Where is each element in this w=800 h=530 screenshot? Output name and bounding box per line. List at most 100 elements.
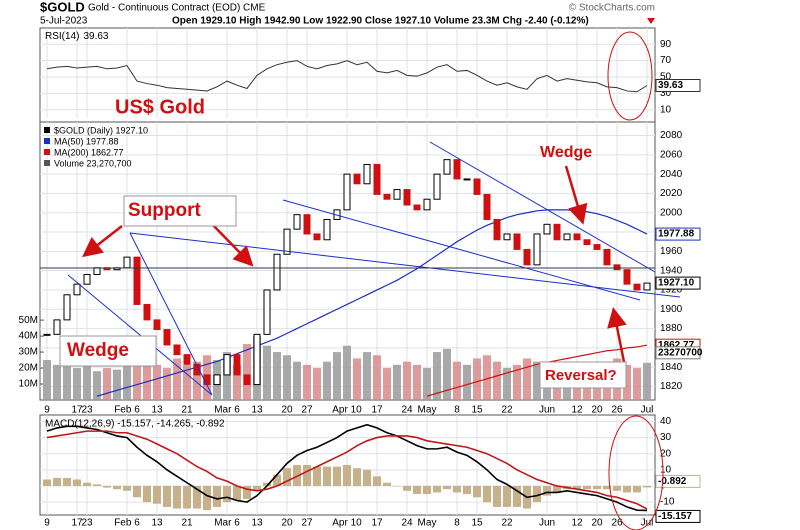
volume-bar	[73, 368, 81, 400]
candle	[43, 333, 51, 336]
y-tick-label: 1960	[660, 246, 683, 257]
wedge-line	[282, 199, 641, 301]
histogram-bar	[643, 485, 651, 488]
volume-bar	[623, 364, 631, 400]
histogram-bar	[53, 477, 61, 486]
histogram-bar	[573, 485, 581, 490]
x-tick-label: 15	[471, 405, 483, 416]
histogram-bar	[553, 485, 561, 493]
y2-tick-label: 40M	[19, 331, 38, 342]
value-tag: 1977.88	[658, 229, 695, 240]
x-tick-label: 20	[281, 518, 293, 529]
histogram-bar	[603, 485, 611, 490]
legend-swatch	[44, 160, 50, 166]
histogram-bar	[43, 479, 51, 486]
candle	[133, 256, 141, 305]
histogram-bar	[93, 484, 101, 486]
y-tick-label: 1820	[660, 381, 683, 392]
histogram-bar	[103, 485, 111, 488]
candle	[253, 333, 261, 386]
volume-bar	[143, 361, 151, 400]
annotation-box	[539, 361, 627, 389]
y-tick-label: 2080	[660, 130, 683, 141]
x-tick-label: May	[418, 405, 437, 416]
volume-bar	[473, 358, 481, 400]
candle	[453, 159, 461, 180]
x-tick-label: 13	[251, 405, 263, 416]
wedge-line	[429, 141, 656, 273]
y-tick-label: 1880	[660, 323, 683, 334]
value-tag-box	[655, 276, 701, 290]
legend-entry: RSI(14) 39.63	[45, 31, 109, 42]
candle	[613, 264, 621, 271]
candle	[263, 289, 271, 335]
line-series	[46, 430, 648, 510]
candle	[483, 193, 491, 220]
histogram-bar	[473, 485, 481, 498]
volume-bar	[403, 361, 411, 400]
highlight-circle	[607, 31, 653, 121]
trend-lines	[40, 141, 681, 396]
candle	[523, 248, 531, 266]
security-name: Gold - Continuous Contract (EOD) CME	[88, 3, 266, 14]
candle	[353, 173, 361, 185]
volume-bar	[243, 344, 251, 400]
candle	[143, 303, 151, 321]
histogram-bar	[143, 485, 151, 503]
legend-swatch	[44, 138, 50, 144]
volume-bar	[103, 368, 111, 400]
volume-bar	[93, 371, 101, 400]
histogram-bar	[543, 485, 551, 496]
histogram-bar	[83, 482, 91, 486]
candle	[83, 274, 91, 285]
x-tick-label: Mar 6	[214, 405, 240, 416]
candle	[283, 228, 291, 255]
histogram-bar	[503, 485, 511, 507]
x-tick-label: 20	[591, 405, 603, 416]
candle	[503, 233, 511, 241]
volume-bar	[443, 348, 451, 400]
volume-bar	[153, 364, 161, 400]
histogram-bar	[133, 485, 141, 498]
candle	[313, 233, 321, 241]
histogram-bar	[223, 485, 231, 503]
histogram-bar	[253, 485, 261, 491]
y-tick-label: 2000	[660, 207, 683, 218]
y-tick-label: 2040	[660, 169, 683, 180]
value-tag: 1927.10	[658, 278, 695, 289]
candle	[473, 178, 481, 195]
x-tick-label: 27	[301, 405, 313, 416]
arrow	[564, 165, 588, 225]
histogram-bar	[363, 469, 371, 486]
candle	[443, 159, 451, 175]
value-tag: 39.63	[658, 80, 683, 91]
histogram-bar	[453, 485, 461, 493]
histogram-bar	[443, 485, 451, 490]
histogram-bar	[303, 465, 311, 486]
volume-bar	[483, 355, 491, 400]
volume-bar	[123, 352, 131, 400]
line-series	[46, 423, 648, 512]
moving-average	[96, 209, 648, 397]
candle	[493, 218, 501, 241]
histogram-bar	[153, 485, 161, 504]
candle	[203, 374, 211, 386]
highlight-circle	[608, 415, 664, 530]
y-tick-label: 1940	[660, 265, 683, 276]
histogram-bar	[333, 466, 341, 486]
volume-bar	[233, 364, 241, 400]
candle	[363, 163, 371, 185]
histogram-bar	[613, 485, 621, 491]
histogram-bar	[423, 485, 431, 495]
candle	[643, 282, 651, 291]
candle	[543, 223, 551, 235]
y-tick-label: 50	[660, 72, 672, 83]
x-tick-label: 17	[371, 518, 383, 529]
histogram-bar	[463, 485, 471, 495]
volume-bar	[83, 364, 91, 400]
volume-bar	[513, 364, 521, 400]
candle	[303, 214, 311, 235]
histogram-bar	[433, 485, 441, 493]
